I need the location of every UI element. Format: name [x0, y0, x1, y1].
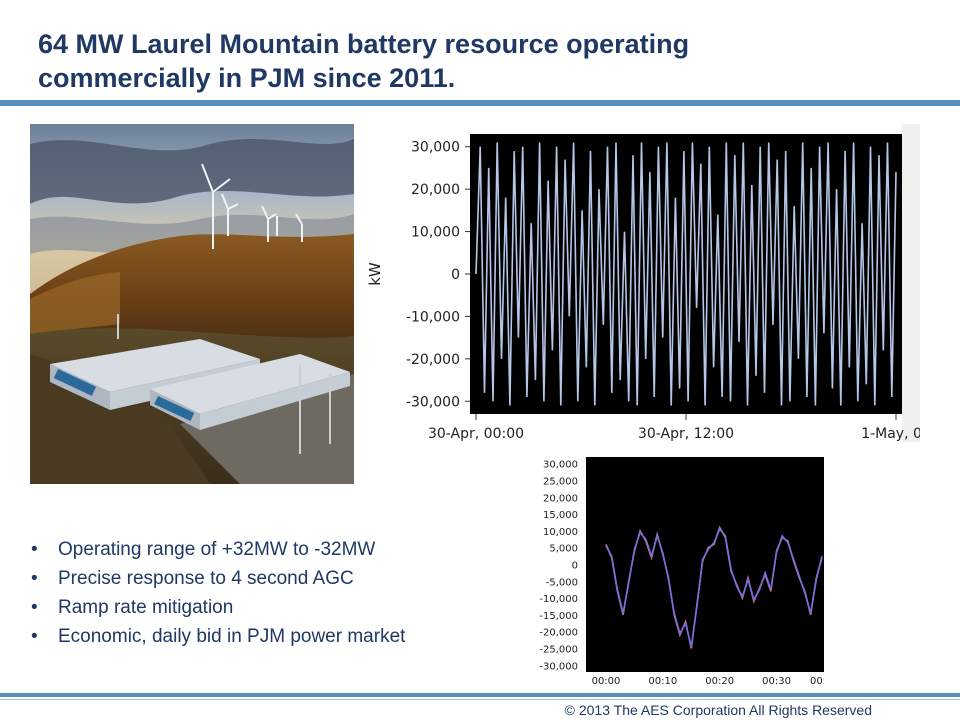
list-item: • Precise response to 4 second AGC: [28, 564, 405, 593]
chart2-ytick-label: 5,000: [549, 544, 578, 555]
battery-output-chart-24h: 30,000 20,000 10,000 0 -10,000 -20,000 -30,000…: [362, 124, 931, 442]
chart1-svg: 30,000 20,000 10,000 0 -10,000 -20,000 -30,000…: [362, 124, 931, 442]
chart1-xtick-label: 30-Apr, 12:00: [638, 426, 734, 442]
chart2-xtick-label: 00:20: [705, 676, 734, 687]
chart2-ytick-label: 20,000: [543, 493, 578, 504]
wind-farm-battery-photo: [30, 124, 354, 484]
chart2-ytick-label: -30,000: [539, 661, 578, 672]
chart2-xtick-label: 00:30: [762, 676, 791, 687]
chart2-ytick-label: -25,000: [539, 644, 578, 655]
chart2-plot-area: [586, 457, 824, 672]
chart1-ytick-label: -30,000: [406, 394, 460, 410]
battery-output-chart-detail: 30,000 25,000 20,000 15,000 10,000 5,000 0 -5,0…: [512, 455, 826, 689]
title-line-1: 64 MW Laurel Mountain battery resource o…: [38, 29, 690, 59]
footer-divider: [0, 693, 960, 697]
chart2-ytick-label: -10,000: [539, 594, 578, 605]
chart2-ytick-label: 10,000: [543, 527, 578, 538]
chart1-xtick-label: 1-May, 00: [861, 426, 920, 442]
chart2-ytick-label: 15,000: [543, 510, 578, 521]
chart2-series-line-2: [605, 527, 823, 647]
chart1-series-line: [475, 142, 897, 406]
list-item: • Economic, daily bid in PJM power market: [28, 622, 405, 651]
bullet-icon: •: [31, 626, 38, 647]
list-item: • Ramp rate mitigation: [28, 593, 405, 622]
chart2-xtick-label: 00:10: [648, 676, 677, 687]
footer-divider-thin: [0, 699, 960, 700]
chart2-ytick-label: 0: [572, 561, 578, 572]
chart1-ylabel: kW: [366, 262, 384, 286]
bullet-list: • Operating range of +32MW to -32MW • Prec…: [28, 535, 405, 651]
title-divider: [0, 100, 960, 106]
chart2-ytick-label: -5,000: [546, 577, 578, 588]
chart2-ytick-label: 30,000: [543, 460, 578, 471]
chart2-xtick-label: 00:: [810, 676, 824, 687]
bullet-icon: •: [31, 597, 38, 618]
copyright-footer: © 2013 The AES Corporation All Rights Re…: [564, 702, 872, 718]
chart1-ytick-label: 10,000: [411, 225, 460, 241]
list-item: • Operating range of +32MW to -32MW: [28, 535, 405, 564]
photo-illustration: [30, 124, 354, 484]
chart1-ytick-label: 30,000: [411, 140, 460, 156]
slide-title: 64 MW Laurel Mountain battery resource o…: [38, 27, 928, 95]
chart1-ytick-label: -10,000: [406, 309, 460, 325]
chart1-ytick-label: -20,000: [406, 352, 460, 368]
chart2-ytick-label: -15,000: [539, 611, 578, 622]
chart1-xtick-label: 30-Apr, 00:00: [428, 426, 524, 442]
bullet-icon: •: [31, 568, 38, 589]
chart2-ytick-label: -20,000: [539, 628, 578, 639]
chart2-ytick-label: 25,000: [543, 477, 578, 488]
chart1-ytick-label: 0: [451, 267, 460, 283]
chart1-ytick-label: 20,000: [411, 182, 460, 198]
chart2-svg: 30,000 25,000 20,000 15,000 10,000 5,000 0 -5,0…: [512, 455, 826, 689]
bullet-icon: •: [31, 539, 38, 560]
title-line-2: commercially in PJM since 2011.: [38, 63, 456, 93]
chart2-xtick-label: 00:00: [592, 676, 621, 687]
